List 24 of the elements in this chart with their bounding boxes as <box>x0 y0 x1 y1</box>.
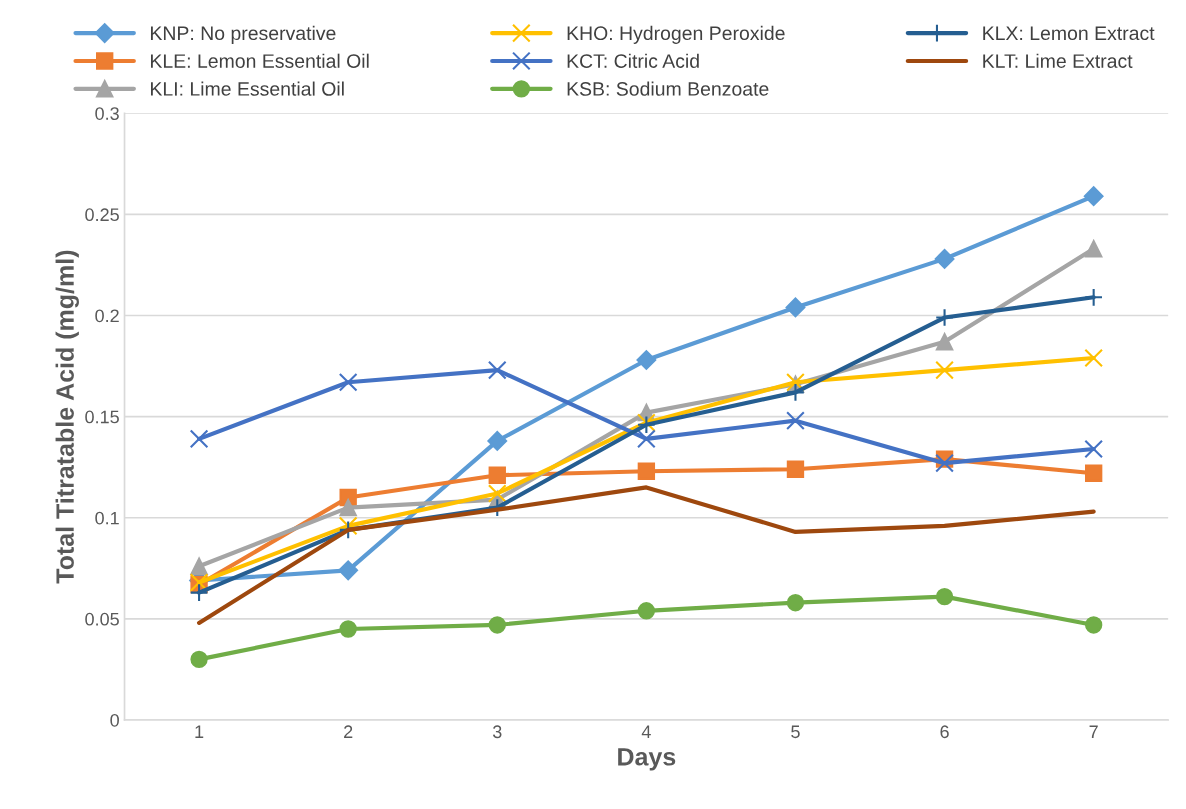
y-tick-label: 0.25 <box>85 208 119 222</box>
x-tick-label: 7 <box>1089 725 1098 738</box>
y-tick-label: 0.15 <box>85 410 119 424</box>
legend-label: KNP: No preservative <box>151 25 336 44</box>
x-tick-label: 1 <box>195 725 204 738</box>
x-tick-label: 3 <box>492 725 502 739</box>
legend-label: KLT: Lime Extract <box>983 53 1133 68</box>
legend-label: KLI: Lime Essential Oil <box>151 81 344 96</box>
x-axis-title: Days <box>618 748 676 771</box>
legend-label: KLE: Lemon Essential Oil <box>151 53 369 68</box>
y-axis-title: Total Titratable Acid (mg/ml) <box>55 250 79 584</box>
legend-label: KHO: Hydrogen Peroxide <box>567 25 785 44</box>
legend-label: KSB: Sodium Benzoate <box>567 81 769 96</box>
y-tick-label: 0.05 <box>85 612 119 626</box>
x-tick-label: 5 <box>791 725 800 739</box>
x-tick-label: 4 <box>641 725 651 738</box>
y-tick-label: 0.3 <box>95 107 119 120</box>
x-tick-label: 6 <box>940 725 949 739</box>
legend-label: KCT: Citric Acid <box>567 53 699 68</box>
y-tick-label: 0.2 <box>95 309 119 323</box>
legend-label: KLX: Lemon Extract <box>983 26 1155 41</box>
y-tick-label: 0 <box>110 713 119 727</box>
y-tick-label: 0.1 <box>95 511 119 525</box>
x-tick-label: 2 <box>344 725 353 738</box>
